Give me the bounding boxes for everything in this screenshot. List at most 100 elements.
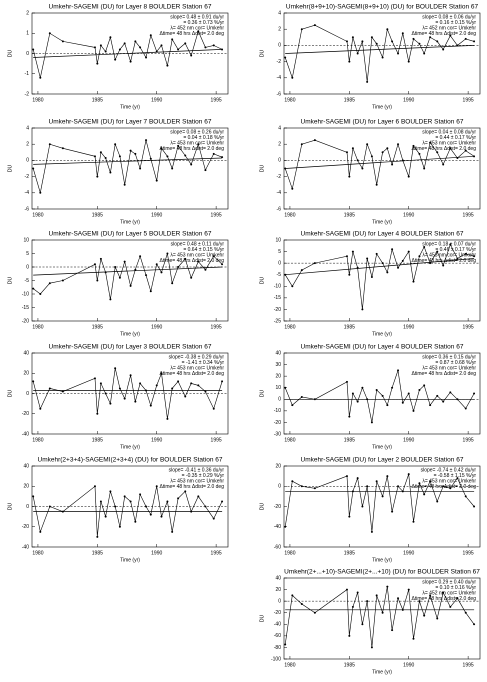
x-tick-label: 1980 — [284, 324, 295, 330]
stats-text: λ= 452 nm cor= Umkehr — [422, 590, 476, 596]
y-tick-label: 5 — [278, 249, 281, 255]
chart-title: Umkehr(8+9+10)-SAGEMI(8+9+10) (DU) for B… — [286, 4, 479, 11]
data-point — [118, 48, 121, 51]
data-point — [391, 510, 394, 513]
y-tick-label: -5 — [25, 278, 30, 284]
y-tick-label: -30 — [274, 431, 281, 437]
data-point — [291, 76, 294, 79]
data-point — [464, 37, 467, 40]
y-axis-label: DU — [259, 50, 265, 58]
data-point — [370, 646, 373, 649]
data-point — [381, 495, 384, 498]
chart-title: Umkehr-SAGEMI (DU) for Layer 6 BOULDER S… — [301, 119, 464, 126]
data-point — [134, 268, 137, 271]
data-point — [32, 287, 35, 290]
stats-text: Δtime= 48 hrs Δdist= 2.0 deg — [160, 484, 225, 490]
data-point — [149, 513, 152, 516]
data-point — [166, 155, 169, 158]
data-point — [145, 274, 148, 277]
data-point — [39, 76, 42, 79]
y-tick-label: 20 — [275, 587, 281, 593]
data-point — [300, 28, 303, 31]
y-axis-label: DU — [259, 503, 265, 511]
x-tick-label: 1985 — [92, 324, 103, 330]
data-point — [436, 500, 439, 503]
data-point — [370, 36, 373, 39]
y-tick-label: -40 — [22, 544, 29, 550]
data-point — [145, 139, 148, 142]
y-tick-label: 2 — [278, 142, 281, 148]
trend-line — [285, 258, 475, 276]
y-tick-label: 20 — [23, 371, 29, 377]
data-point — [48, 387, 51, 390]
data-point — [386, 28, 389, 31]
data-point — [300, 143, 303, 146]
data-point — [449, 243, 452, 246]
data-point — [93, 485, 96, 488]
y-axis-label: DU — [259, 615, 265, 623]
stats-text: slope= 0.08 ± 0.26 du/yr — [170, 129, 224, 135]
data-point — [155, 384, 158, 387]
data-point — [442, 163, 445, 166]
data-point — [423, 167, 426, 170]
trend-line — [33, 266, 223, 276]
data-point — [345, 255, 348, 258]
data-line — [32, 30, 223, 78]
chart-title: Umkehr-SAGEMI (DU) for Layer 2 BOULDER S… — [301, 457, 464, 464]
y-tick-label: 0 — [26, 51, 29, 57]
data-point — [401, 401, 404, 404]
data-point — [429, 480, 432, 483]
data-point — [184, 395, 187, 398]
data-point — [123, 495, 126, 498]
data-point — [39, 191, 42, 194]
x-tick-label: 1980 — [32, 97, 43, 103]
x-axis-label: Time (yr) — [120, 219, 140, 225]
x-tick-label: 1995 — [463, 212, 474, 218]
data-point — [109, 490, 112, 493]
data-point — [190, 382, 193, 385]
y-tick-label: 0 — [26, 158, 29, 164]
data-point — [99, 382, 102, 385]
data-point — [93, 263, 96, 266]
stats-text: λ= 453 nm cor= Umkehr — [170, 365, 224, 371]
data-point — [48, 282, 51, 285]
chart-panel: Umkehr-SAGEMI (DU) for Layer 8 BOULDER S… — [7, 4, 229, 110]
data-point — [473, 40, 476, 43]
data-point — [356, 52, 359, 55]
y-tick-label: -2 — [25, 174, 30, 180]
x-tick-label: 1995 — [463, 437, 474, 443]
data-point — [139, 167, 142, 170]
data-point — [418, 600, 421, 603]
trend-line — [285, 45, 475, 54]
data-point — [291, 187, 294, 190]
data-point — [32, 167, 35, 170]
data-point — [48, 32, 51, 35]
data-point — [177, 497, 180, 500]
x-tick-label: 1990 — [403, 662, 414, 668]
y-axis-label: DU — [259, 390, 265, 398]
data-point — [386, 147, 389, 150]
data-point — [423, 614, 426, 617]
y-tick-label: -2 — [277, 174, 282, 180]
data-point — [104, 515, 107, 518]
data-point — [397, 52, 400, 55]
data-point — [366, 143, 369, 146]
data-point — [391, 629, 394, 632]
data-point — [456, 257, 459, 260]
x-axis-label: Time (yr) — [372, 104, 392, 110]
data-point — [442, 400, 445, 403]
data-point — [391, 386, 394, 389]
data-line — [284, 243, 475, 310]
data-point — [145, 505, 148, 508]
data-point — [212, 44, 215, 47]
data-point — [221, 156, 224, 159]
y-tick-label: 40 — [23, 350, 29, 356]
data-point — [407, 473, 410, 476]
data-point — [397, 485, 400, 488]
data-point — [197, 260, 200, 263]
data-point — [418, 482, 421, 485]
stats-text: slope= 0.29 ± 0.40 du/yr — [422, 579, 476, 585]
data-point — [391, 248, 394, 251]
data-point — [370, 421, 373, 424]
data-point — [149, 157, 152, 160]
